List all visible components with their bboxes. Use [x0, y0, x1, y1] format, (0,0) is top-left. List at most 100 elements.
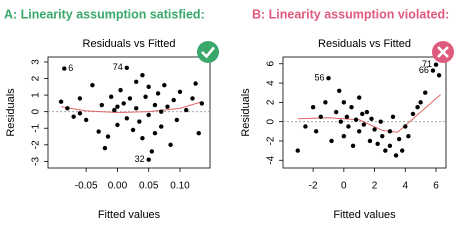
x-tick-label: 2	[372, 181, 378, 192]
point	[329, 138, 334, 144]
smooth-line	[61, 101, 203, 114]
point	[90, 82, 95, 88]
point	[124, 65, 130, 70]
y-tick-label: 4	[266, 80, 277, 86]
point	[410, 111, 416, 117]
point	[121, 101, 126, 106]
check-icon	[197, 41, 219, 63]
point	[127, 96, 133, 101]
point	[177, 89, 183, 94]
point	[387, 143, 393, 148]
point	[108, 94, 114, 99]
y-tick-label: -2	[31, 140, 42, 149]
point	[344, 114, 350, 120]
point	[349, 104, 354, 110]
point-label: 32	[135, 154, 145, 164]
y-tick-label: 6	[266, 61, 277, 67]
point	[99, 102, 104, 108]
point	[171, 97, 176, 103]
y-tick-label: 1	[31, 92, 42, 98]
point	[433, 62, 439, 67]
point	[149, 149, 155, 154]
point	[356, 95, 362, 100]
x-tick-label: 0.00	[108, 181, 128, 192]
point	[77, 96, 83, 101]
point-label: 71	[422, 59, 432, 69]
point	[393, 153, 399, 158]
point	[364, 109, 370, 115]
point	[152, 131, 158, 136]
point	[303, 124, 308, 129]
plot-frame	[47, 56, 211, 169]
point	[400, 148, 405, 153]
point	[62, 66, 67, 71]
y-tick-label: 3	[31, 59, 42, 65]
point	[159, 109, 164, 114]
point	[124, 116, 130, 121]
point	[396, 136, 402, 142]
point	[77, 111, 83, 116]
y-tick-label: 2	[266, 99, 277, 105]
point-label: 56	[314, 73, 324, 83]
point	[140, 135, 145, 141]
point	[96, 129, 101, 134]
point	[341, 133, 347, 139]
point	[199, 101, 205, 106]
point	[174, 117, 180, 123]
point-label: 6	[68, 63, 73, 73]
point	[323, 100, 328, 105]
point	[338, 119, 343, 124]
point	[115, 104, 120, 109]
y-tick-label: -3	[31, 156, 42, 165]
point	[390, 114, 396, 120]
point	[152, 102, 158, 108]
point	[318, 114, 323, 120]
y-tick-label: 0	[31, 108, 42, 114]
point	[71, 114, 76, 119]
point	[112, 107, 117, 113]
y-tick-label: 0	[266, 118, 277, 124]
point	[372, 127, 377, 132]
point	[193, 81, 198, 86]
point	[118, 87, 123, 93]
point	[360, 111, 365, 117]
point	[383, 148, 388, 153]
point	[133, 79, 139, 85]
x-tick-label: -2	[309, 181, 318, 192]
point	[346, 124, 351, 129]
point-label: 66	[419, 65, 429, 75]
y-tick-label: -1	[31, 123, 42, 132]
point	[423, 90, 428, 95]
point	[137, 119, 142, 124]
point	[369, 116, 374, 121]
point	[337, 88, 342, 93]
point	[313, 129, 319, 134]
point	[361, 122, 367, 127]
point	[326, 76, 331, 81]
y-axis-label: Residuals	[5, 88, 17, 137]
point	[430, 68, 436, 73]
point	[418, 100, 423, 105]
point	[387, 129, 393, 134]
point	[115, 122, 120, 128]
point	[415, 104, 420, 110]
point	[159, 124, 164, 129]
point	[130, 127, 136, 133]
point	[367, 138, 373, 144]
point	[58, 99, 64, 104]
x-tick-label: 0.10	[170, 181, 190, 192]
point	[380, 133, 385, 139]
point	[140, 73, 145, 78]
panel-heading: A: Linearity assumption satisfied:	[4, 7, 205, 21]
point	[143, 94, 148, 99]
point	[83, 117, 89, 123]
point	[65, 106, 70, 111]
point	[184, 107, 189, 113]
point	[378, 119, 383, 124]
point	[165, 104, 170, 109]
y-axis-label: Residuals	[240, 88, 252, 137]
smooth-line	[297, 94, 441, 133]
point	[436, 73, 442, 78]
point	[146, 157, 151, 162]
